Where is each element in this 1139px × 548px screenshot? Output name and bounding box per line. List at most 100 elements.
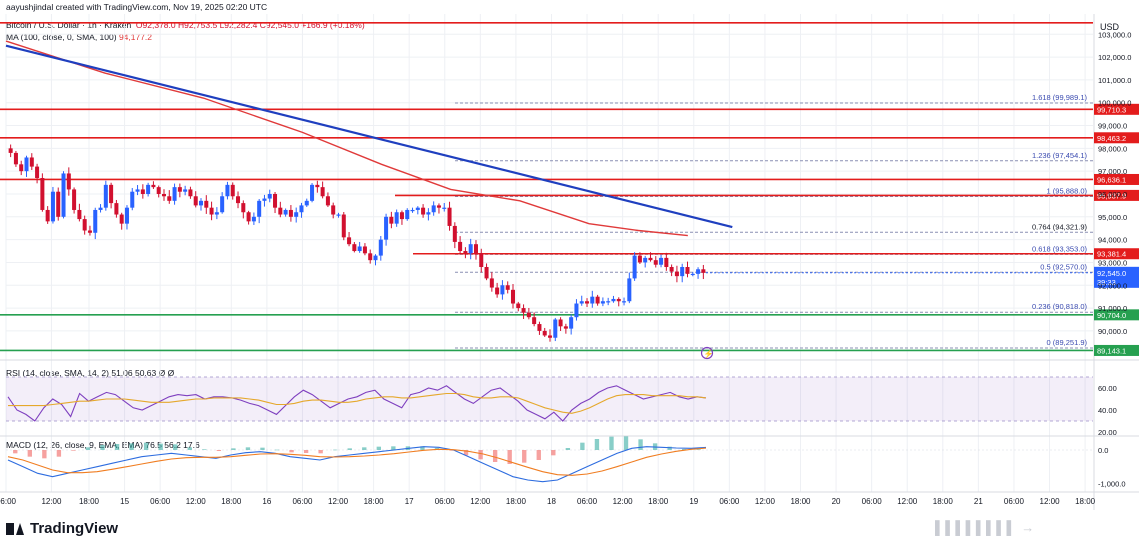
candle-body [114, 203, 119, 215]
candle-body [590, 296, 595, 304]
candle-body [622, 301, 627, 303]
alert-icon[interactable]: ⚡ [700, 346, 714, 360]
macd-histogram-bar [565, 448, 571, 450]
time-tick-label: 17 [405, 497, 414, 506]
macd-tick-label: 0.0 [1098, 446, 1108, 455]
candle-body [606, 301, 611, 303]
macd-histogram-bar [216, 450, 222, 451]
macd-histogram-bar [522, 450, 527, 463]
candle-body [98, 207, 103, 210]
macd-histogram-bar [623, 436, 629, 450]
ma-legend[interactable]: MA (100, close, 0, SMA, 100) 94,177.2 [6, 32, 152, 42]
candle-body [24, 157, 29, 172]
candle-body [368, 253, 373, 261]
macd-line [7, 446, 707, 483]
candle-body [109, 184, 114, 204]
candle-body [378, 239, 383, 256]
macd-histogram-bar [13, 450, 18, 454]
candle-body [389, 216, 394, 224]
candle-body [151, 184, 156, 188]
candle-body [130, 191, 135, 208]
candle-body [563, 326, 568, 329]
ma-legend-value: 94,177.2 [118, 32, 153, 42]
candle-body [241, 203, 246, 213]
candle-body [72, 189, 77, 210]
candle-body [637, 255, 642, 263]
fib-level-label: 1 (95,888.0) [1047, 187, 1088, 196]
time-tick-label: 18:00 [221, 497, 242, 506]
fib-level-label: 1.618 (99,989.1) [1032, 93, 1088, 102]
time-tick-label: 18 [547, 497, 556, 506]
candle-body [66, 173, 71, 190]
candle-body [177, 187, 182, 192]
candle-body [352, 244, 357, 252]
time-tick-label: 06:00 [292, 497, 313, 506]
macd-histogram-bar [318, 450, 323, 454]
candle-body [299, 205, 304, 213]
candle-body [87, 230, 92, 233]
signal-line [7, 447, 707, 476]
candle-body [680, 267, 685, 277]
candle-body [627, 278, 632, 302]
time-tick-label: 06:00 [1004, 497, 1025, 506]
candle-body [616, 298, 621, 302]
macd-histogram-bar [333, 449, 338, 451]
ohlc-values: O92,378.0 H92,753.5 L92,282.4 C92,545.0 … [135, 20, 365, 30]
tradingview-logo[interactable]: TradingView [6, 520, 118, 537]
time-tick-label: 15 [120, 497, 129, 506]
resistance-price-label: 98,463.2 [1097, 134, 1126, 143]
price-tick-label: 100,000.0 [1098, 99, 1131, 108]
candle-body [537, 324, 542, 331]
candle-body [600, 301, 605, 304]
candle-body [516, 303, 521, 309]
price-tick-label: 94,000.0 [1098, 236, 1127, 245]
candle-body [246, 212, 251, 222]
macd-histogram-bar [580, 442, 585, 450]
macd-histogram-bar [376, 446, 381, 450]
candle-body [611, 298, 616, 302]
fib-level-label: 0.618 (93,353.0) [1032, 244, 1088, 253]
time-tick-label: 18:00 [1075, 497, 1096, 506]
symbol-title[interactable]: Bitcoin / U.S. Dollar · 1h · Kraken O92,… [6, 20, 365, 30]
support-price-label: 89,143.1 [1097, 346, 1126, 355]
candle-body [558, 319, 563, 327]
price-tick-label: 95,000.0 [1098, 213, 1127, 222]
candle-body [103, 184, 108, 208]
candle-body [257, 200, 262, 217]
macd-histogram-bar [56, 450, 62, 457]
time-tick-label: 18:00 [933, 497, 954, 506]
candle-body [188, 189, 193, 197]
macd-histogram-bar [420, 446, 425, 450]
candle-body [653, 260, 658, 265]
time-tick-label: 12:00 [897, 497, 918, 506]
candle-body [553, 319, 558, 338]
candle-body [288, 209, 293, 217]
candle-body [341, 214, 346, 238]
tradingview-brand: TradingView [30, 520, 119, 537]
resistance-price-tag [1094, 189, 1139, 201]
candle-body [204, 200, 209, 208]
macd-histogram-bar [71, 450, 76, 451]
price-tick-label: 90,000.0 [1098, 327, 1127, 336]
macd-histogram-bar [347, 448, 352, 450]
candle-body [542, 330, 547, 336]
price-tick-label: 103,000.0 [1098, 30, 1131, 39]
candle-body [124, 207, 129, 224]
resistance-price-label: 99,710.3 [1097, 105, 1126, 114]
candle-body [595, 296, 600, 304]
candle-body [648, 257, 653, 261]
candle-body [161, 193, 167, 197]
macd-histogram-bar [463, 450, 469, 456]
rsi-legend[interactable]: RSI (14, close, SMA, 14, 2) 51.06 50.63 … [6, 368, 175, 378]
candle-body [198, 200, 204, 206]
candle-body [574, 303, 579, 318]
candle-body [331, 205, 336, 215]
current-price-label: 92,545.0 [1097, 269, 1126, 278]
candle-body [294, 212, 299, 217]
candle-body [320, 187, 325, 197]
time-tick-label: 12:00 [41, 497, 62, 506]
resistance-price-tag [1094, 103, 1139, 115]
time-tick-label: 06:00 [0, 497, 17, 506]
macd-histogram-bar [27, 450, 32, 457]
